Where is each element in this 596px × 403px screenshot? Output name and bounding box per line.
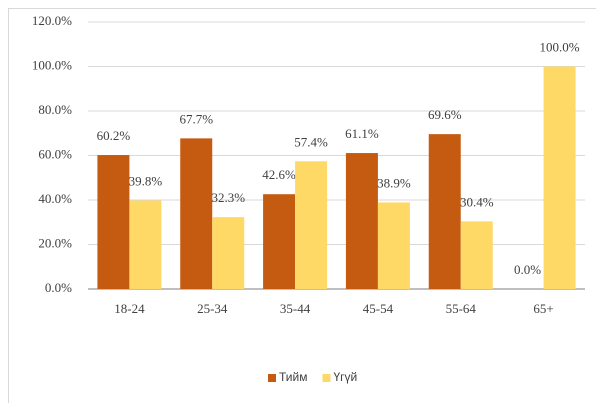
bar [295, 161, 328, 289]
bar [377, 202, 410, 289]
y-tick-label: 20.0% [38, 235, 72, 250]
x-tick-label: 55-64 [446, 301, 477, 316]
legend-swatch [268, 374, 276, 382]
bar [428, 134, 461, 289]
y-tick-label: 40.0% [38, 191, 72, 206]
x-tick-label: 65+ [533, 301, 553, 316]
data-label: 100.0% [540, 39, 580, 54]
legend-label: Тийм [279, 370, 307, 384]
bar [129, 200, 162, 289]
data-label: 32.3% [211, 190, 245, 205]
legend-swatch [322, 374, 331, 382]
x-tick-label: 25-34 [197, 301, 228, 316]
x-tick-label: 18-24 [114, 301, 145, 316]
x-tick-label: 45-54 [363, 301, 394, 316]
x-tick-label: 35-44 [280, 301, 311, 316]
bar [460, 221, 493, 289]
chart-border [8, 8, 596, 403]
bar [543, 66, 576, 289]
data-label: 69.6% [428, 107, 462, 122]
bar [180, 138, 213, 289]
data-label: 39.8% [129, 173, 163, 188]
bar [345, 153, 378, 289]
bar [97, 155, 130, 289]
data-label: 42.6% [262, 167, 296, 182]
y-tick-label: 0.0% [45, 280, 72, 295]
data-label: 61.1% [345, 126, 379, 141]
data-label: 67.7% [179, 111, 213, 126]
bar [263, 194, 296, 289]
data-label: 0.0% [514, 262, 541, 277]
y-tick-label: 120.0% [32, 13, 72, 28]
y-tick-label: 60.0% [38, 146, 72, 161]
bar [212, 217, 245, 289]
data-label: 57.4% [294, 134, 328, 149]
legend-label: Үгүй [333, 370, 357, 384]
data-label: 30.4% [460, 194, 494, 209]
y-tick-label: 80.0% [38, 102, 72, 117]
y-tick-label: 100.0% [32, 57, 72, 72]
data-label: 60.2% [97, 128, 131, 143]
data-label: 38.9% [377, 175, 411, 190]
